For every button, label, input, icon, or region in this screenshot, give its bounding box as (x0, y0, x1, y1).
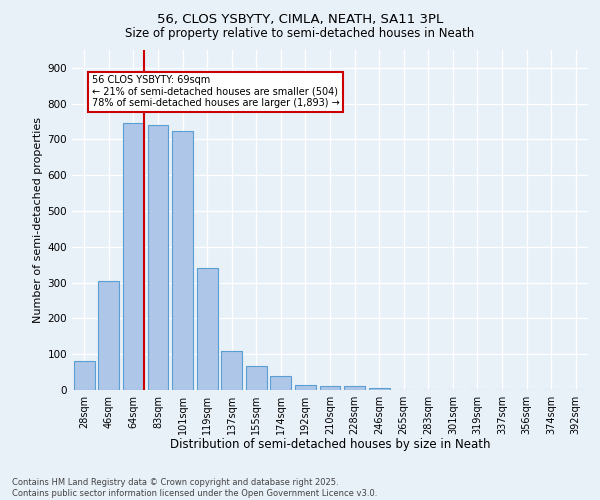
Text: Contains HM Land Registry data © Crown copyright and database right 2025.
Contai: Contains HM Land Registry data © Crown c… (12, 478, 377, 498)
Bar (246, 366, 267, 390)
Bar (123, 124, 144, 390)
Y-axis label: Number of semi-detached properties: Number of semi-detached properties (34, 117, 43, 323)
Bar (74, 362, 95, 390)
Bar (221, 352, 242, 390)
Bar (172, 130, 193, 390)
Text: 56, CLOS YSBYTY, CIMLA, NEATH, SA11 3PL: 56, CLOS YSBYTY, CIMLA, NEATH, SA11 3PL (157, 12, 443, 26)
Bar (98, 281, 119, 390)
X-axis label: Distribution of semi-detached houses by size in Neath: Distribution of semi-detached houses by … (170, 438, 490, 452)
Bar (271, 376, 292, 390)
Bar (148, 125, 169, 390)
Bar (320, 386, 340, 390)
Text: Size of property relative to semi-detached houses in Neath: Size of property relative to semi-detach… (125, 28, 475, 40)
Bar (344, 386, 365, 390)
Bar (197, 268, 218, 390)
Text: 56 CLOS YSBYTY: 69sqm
← 21% of semi-detached houses are smaller (504)
78% of sem: 56 CLOS YSBYTY: 69sqm ← 21% of semi-deta… (92, 75, 340, 108)
Bar (295, 384, 316, 390)
Bar (368, 388, 389, 390)
